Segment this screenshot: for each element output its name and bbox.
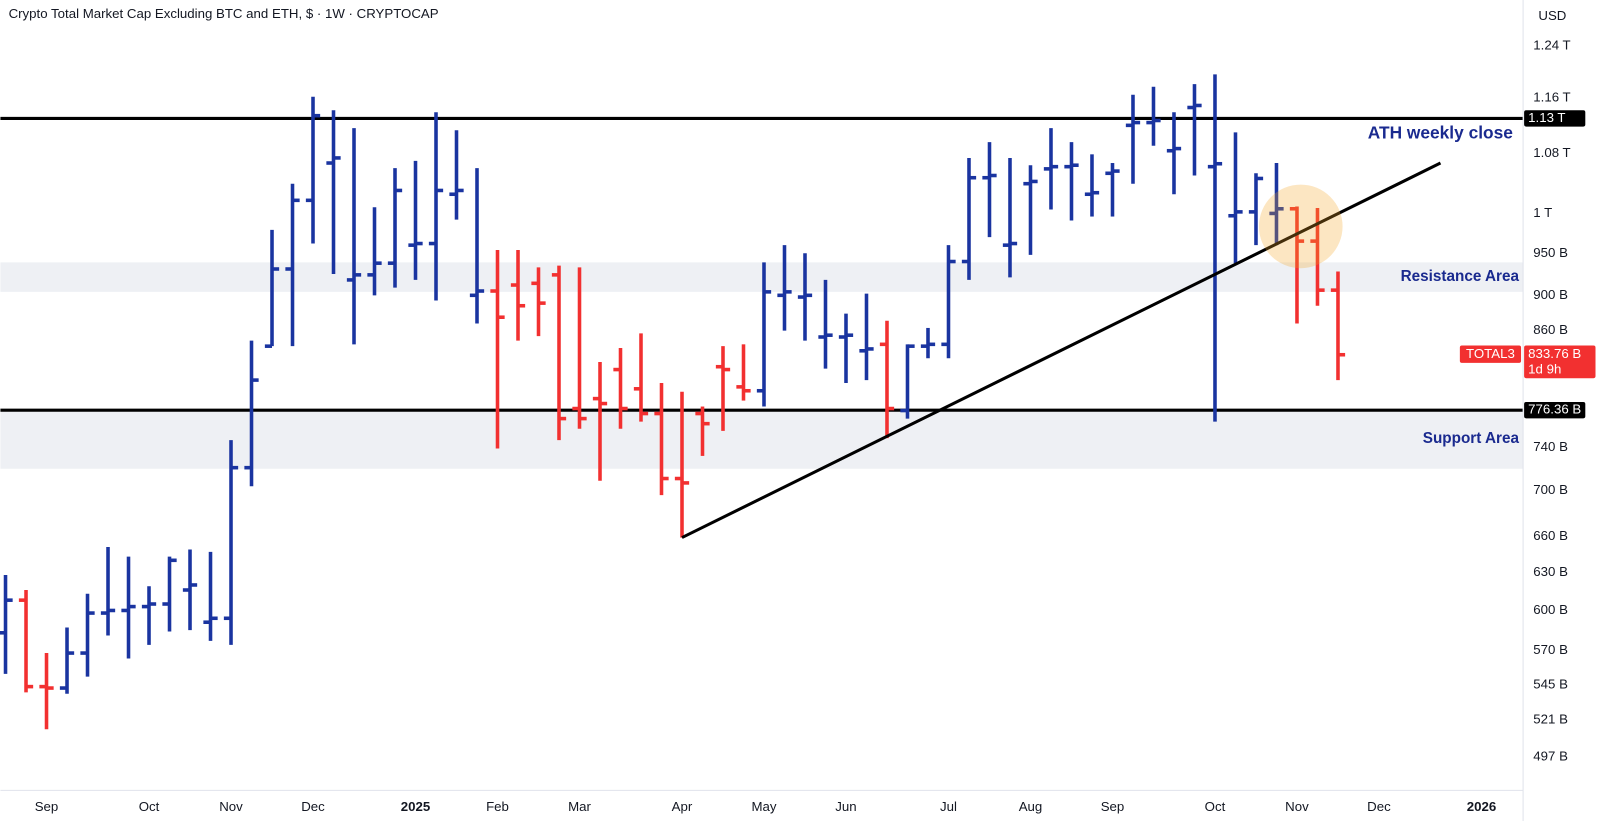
x-tick-label: Sep [1101,799,1125,814]
y-tick-label: 740 B [1533,439,1568,454]
trendline [681,161,1442,539]
x-tick-label: Dec [1367,799,1391,814]
zone-label: Support Area [1423,430,1520,447]
zone-label: Resistance Area [1401,268,1520,285]
x-tick-label: Feb [486,799,509,814]
zones [0,262,1524,469]
y-tick-label: 1.16 T [1533,90,1570,105]
x-tick-label: Sep [35,799,59,814]
chart-title: Crypto Total Market Cap Excluding BTC an… [9,6,439,21]
currency-label: USD [1538,8,1566,23]
x-tick-label: Nov [219,799,243,814]
x-tick-label: May [751,799,776,814]
x-tick-label: Jul [940,799,957,814]
y-tick-label: 660 B [1533,528,1568,543]
price-tag [1524,402,1586,419]
y-tick-label: 521 B [1533,712,1568,727]
y-tick-label: 497 B [1533,748,1568,763]
labels: Resistance Area Support Area 1.24 T 1.16 T 1… [35,38,1596,814]
y-tick-label: 1 T [1533,205,1552,220]
x-tick-label: 2026 [1467,799,1496,814]
highlight-circle [1258,184,1343,269]
x-tick-label: Apr [672,799,693,814]
symbol-label: TOTAL3 [1466,346,1515,361]
price-tag [1524,110,1586,127]
y-tick-label: 600 B [1533,602,1568,617]
y-tick-label: 860 B [1533,322,1568,337]
x-tick-label: Dec [301,799,325,814]
price-tag-label: 776.36 B [1528,402,1581,417]
y-tick-label: 950 B [1533,245,1568,260]
x-tick-label: Nov [1285,799,1309,814]
line-annotation: ATH weekly close [1368,122,1513,142]
price-tag-label: 1.13 T [1528,110,1565,125]
countdown-label: 1d 9h [1528,362,1561,377]
zone [0,262,1524,292]
y-tick-label: 900 B [1533,287,1568,302]
x-tick-label: Mar [568,799,591,814]
last-price-tag [1524,345,1596,379]
y-tick-label: 545 B [1533,677,1568,692]
x-tick-label: Jun [835,799,856,814]
zone [0,410,1524,469]
x-tick-label: Aug [1019,799,1043,814]
y-tick-label: 700 B [1533,482,1568,497]
x-tick-label: 2025 [401,799,430,814]
last-price-label: 833.76 B [1528,346,1581,361]
y-tick-label: 1.08 T [1533,145,1570,160]
marks [0,74,1524,730]
y-tick-label: 630 B [1533,564,1568,579]
x-tick-label: Oct [139,799,160,814]
symbol-tag [1459,345,1522,363]
y-tick-label: 1.24 T [1533,38,1570,53]
x-tick-label: Oct [1205,799,1226,814]
y-tick-label: 570 B [1533,642,1568,657]
